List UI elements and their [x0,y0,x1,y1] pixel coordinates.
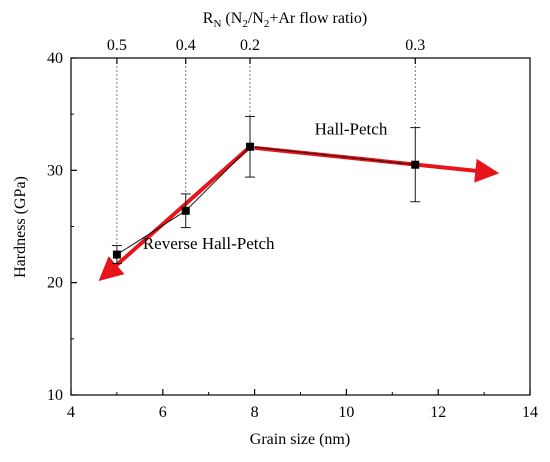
x-tick-label-4: 12 [430,404,446,421]
y-tick-label-3: 40 [47,50,63,67]
y-tick-label-1: 20 [47,275,63,292]
series-line [116,146,416,255]
x-axis: 4 6 8 10 12 14 [67,389,538,421]
y-axis: 10 20 30 40 [47,50,77,404]
data-point-2 [246,142,255,151]
top-tick-label-1: 0.4 [176,37,196,54]
x-tick-label-3: 10 [338,404,354,421]
top-tick-label-3: 0.3 [405,37,425,54]
top-tick-label-0: 0.5 [107,37,127,54]
y-tick-label-2: 30 [47,162,63,179]
plot-frame [70,57,531,396]
annotations: Hall-Petch Reverse Hall-Petch [143,119,388,253]
top-axis: 0.5 0.4 0.2 0.3 [107,37,425,64]
x-tick-label-0: 4 [67,404,75,421]
annotation-0: Hall-Petch [315,119,388,138]
x-axis-label: Grain size (nm) [250,431,350,448]
x-tick-label-2: 8 [251,404,259,421]
top-tick-label-2: 0.2 [240,37,260,54]
x-tick-label-5: 14 [522,404,538,421]
data-point-1 [181,206,190,215]
guide-lines [116,58,416,246]
data-point-3 [411,160,420,169]
annotation-1: Reverse Hall-Petch [143,234,275,253]
data-point-0 [112,250,121,259]
trend-arrows [98,145,500,282]
top-axis-label: RN (N2/N2+Ar flow ratio) [203,10,367,30]
y-axis-label: Hardness (GPa) [12,176,29,278]
y-tick-label-0: 10 [47,387,63,404]
trend-arrow-0 [98,145,252,282]
data-series [111,115,421,265]
x-tick-label-1: 6 [159,404,167,421]
